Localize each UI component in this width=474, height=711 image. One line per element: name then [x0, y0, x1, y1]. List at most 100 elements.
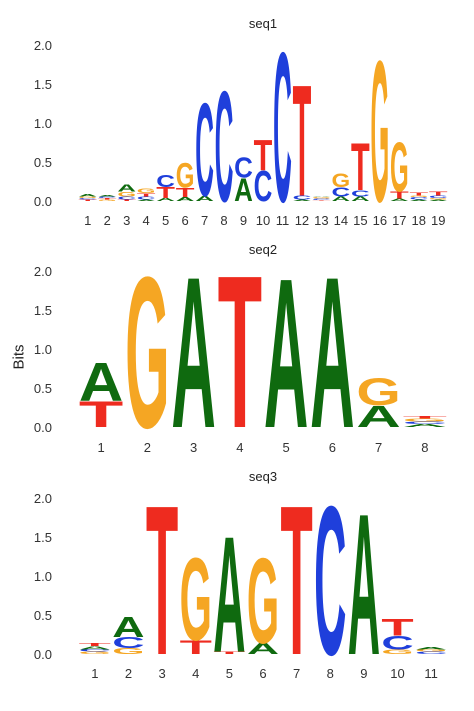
x-tick-label: 17 — [392, 213, 406, 228]
logo-letter-C: C — [273, 9, 292, 247]
logo-letter-A: A — [213, 502, 245, 687]
x-tick-label: 6 — [259, 666, 266, 681]
logo-letter-C: C — [79, 649, 111, 653]
logo-letter-A: A — [234, 172, 253, 208]
logo-letter-C: C — [254, 162, 273, 211]
x-tick-label: 7 — [375, 440, 382, 455]
x-tick-label: 3 — [123, 213, 130, 228]
y-tick-label: 0.0 — [34, 647, 52, 662]
x-tick-label: 1 — [84, 213, 91, 228]
logo-letter-A: A — [156, 197, 175, 202]
x-tick-label: 2 — [144, 440, 151, 455]
x-tick-label: 3 — [158, 666, 165, 681]
x-tick-label: 15 — [353, 213, 367, 228]
logo-letter-G: G — [180, 534, 212, 665]
y-tick-label: 0.0 — [34, 420, 52, 435]
logo-letter-T: T — [351, 130, 370, 205]
logo-letter-T: T — [280, 462, 312, 700]
logo-letter-C: C — [314, 463, 346, 700]
x-tick-label: 13 — [314, 213, 328, 228]
logo-letter-A: A — [137, 199, 156, 201]
x-tick-label: 18 — [412, 213, 426, 228]
logo-letter-C: C — [415, 651, 447, 655]
logo-letter-G: G — [332, 170, 351, 192]
y-tick-label: 2.0 — [34, 38, 52, 53]
logo-letter-C: C — [195, 76, 214, 224]
logo-letter-A: A — [356, 399, 400, 433]
logo-letter-T: T — [213, 651, 245, 655]
x-tick-label: 5 — [283, 440, 290, 455]
logo-letter-A: A — [351, 195, 370, 202]
logo-letter-G: G — [137, 187, 156, 194]
logo-letter-C: C — [429, 195, 448, 199]
y-tick-label: 2.0 — [34, 491, 52, 506]
x-tick-label: 8 — [327, 666, 334, 681]
logo-letter-C: C — [332, 185, 351, 200]
y-tick-label: 1.0 — [34, 116, 52, 131]
logo-letter-A: A — [293, 199, 312, 201]
x-tick-label: 8 — [220, 213, 227, 228]
logo-letter-C: C — [78, 197, 97, 199]
x-tick-label: 4 — [143, 213, 150, 228]
logo-letter-C: C — [117, 195, 136, 200]
y-tick-label: 2.0 — [34, 264, 52, 279]
x-tick-label: 10 — [390, 666, 404, 681]
logo-letter-A: A — [409, 199, 428, 201]
logo-letter-G: G — [112, 646, 144, 656]
logo-letter-C: C — [403, 421, 447, 425]
logo-letter-C: C — [351, 189, 370, 199]
logo-letter-G: G — [98, 199, 117, 201]
logo-letter-A: A — [310, 232, 354, 473]
logo-letter-A: A — [247, 640, 279, 657]
x-tick-label: 1 — [98, 440, 105, 455]
panel-title: seq2 — [249, 242, 277, 257]
logo-letter-A: A — [195, 194, 214, 202]
logo-letter-T: T — [176, 185, 195, 200]
logo-letter-C: C — [293, 195, 312, 201]
x-tick-label: 14 — [334, 213, 348, 228]
logo-letter-G: G — [370, 19, 389, 244]
logo-letter-T: T — [117, 199, 136, 201]
y-axis-label-container: Bits — [4, 334, 34, 374]
x-tick-label: 7 — [293, 666, 300, 681]
logo-letter-A: A — [429, 199, 448, 201]
logo-letter-A: A — [390, 198, 409, 202]
x-tick-label: 16 — [373, 213, 387, 228]
x-tick-label: 6 — [329, 440, 336, 455]
logo-letter-A: A — [332, 195, 351, 202]
logo-letter-A: A — [312, 196, 331, 197]
logo-letter-G: G — [409, 195, 428, 197]
logo-letter-T: T — [429, 191, 448, 197]
x-tick-label: 11 — [424, 666, 438, 681]
logo-letter-T: T — [78, 199, 97, 201]
logo-letter-G: G — [312, 197, 331, 199]
logo-letter-C: C — [312, 198, 331, 200]
logo-letter-G: G — [78, 196, 97, 198]
logo-letter-C: C — [215, 59, 234, 236]
logo-letter-C: C — [381, 632, 413, 654]
panel-title: seq1 — [249, 16, 277, 31]
logo-letter-A: A — [117, 183, 136, 194]
logo-letter-C: C — [137, 195, 156, 200]
logo-letter-G: G — [415, 649, 447, 653]
x-tick-label: 8 — [421, 440, 428, 455]
logo-letter-A: A — [415, 646, 447, 650]
logo-letter-T: T — [218, 230, 262, 473]
logo-letter-T: T — [312, 200, 331, 201]
x-tick-label: 4 — [236, 440, 243, 455]
x-tick-label: 3 — [190, 440, 197, 455]
logo-letter-A: A — [79, 352, 123, 413]
x-tick-label: 10 — [256, 213, 270, 228]
y-tick-label: 0.0 — [34, 194, 52, 209]
y-axis-label: Bits — [10, 344, 28, 370]
x-tick-label: 4 — [192, 666, 199, 681]
logo-letter-T: T — [137, 192, 156, 197]
logo-letter-T: T — [79, 394, 123, 435]
logo-letter-T: T — [381, 614, 413, 641]
y-tick-label: 0.5 — [34, 381, 52, 396]
logo-letter-C: C — [98, 196, 117, 198]
x-tick-label: 2 — [125, 666, 132, 681]
